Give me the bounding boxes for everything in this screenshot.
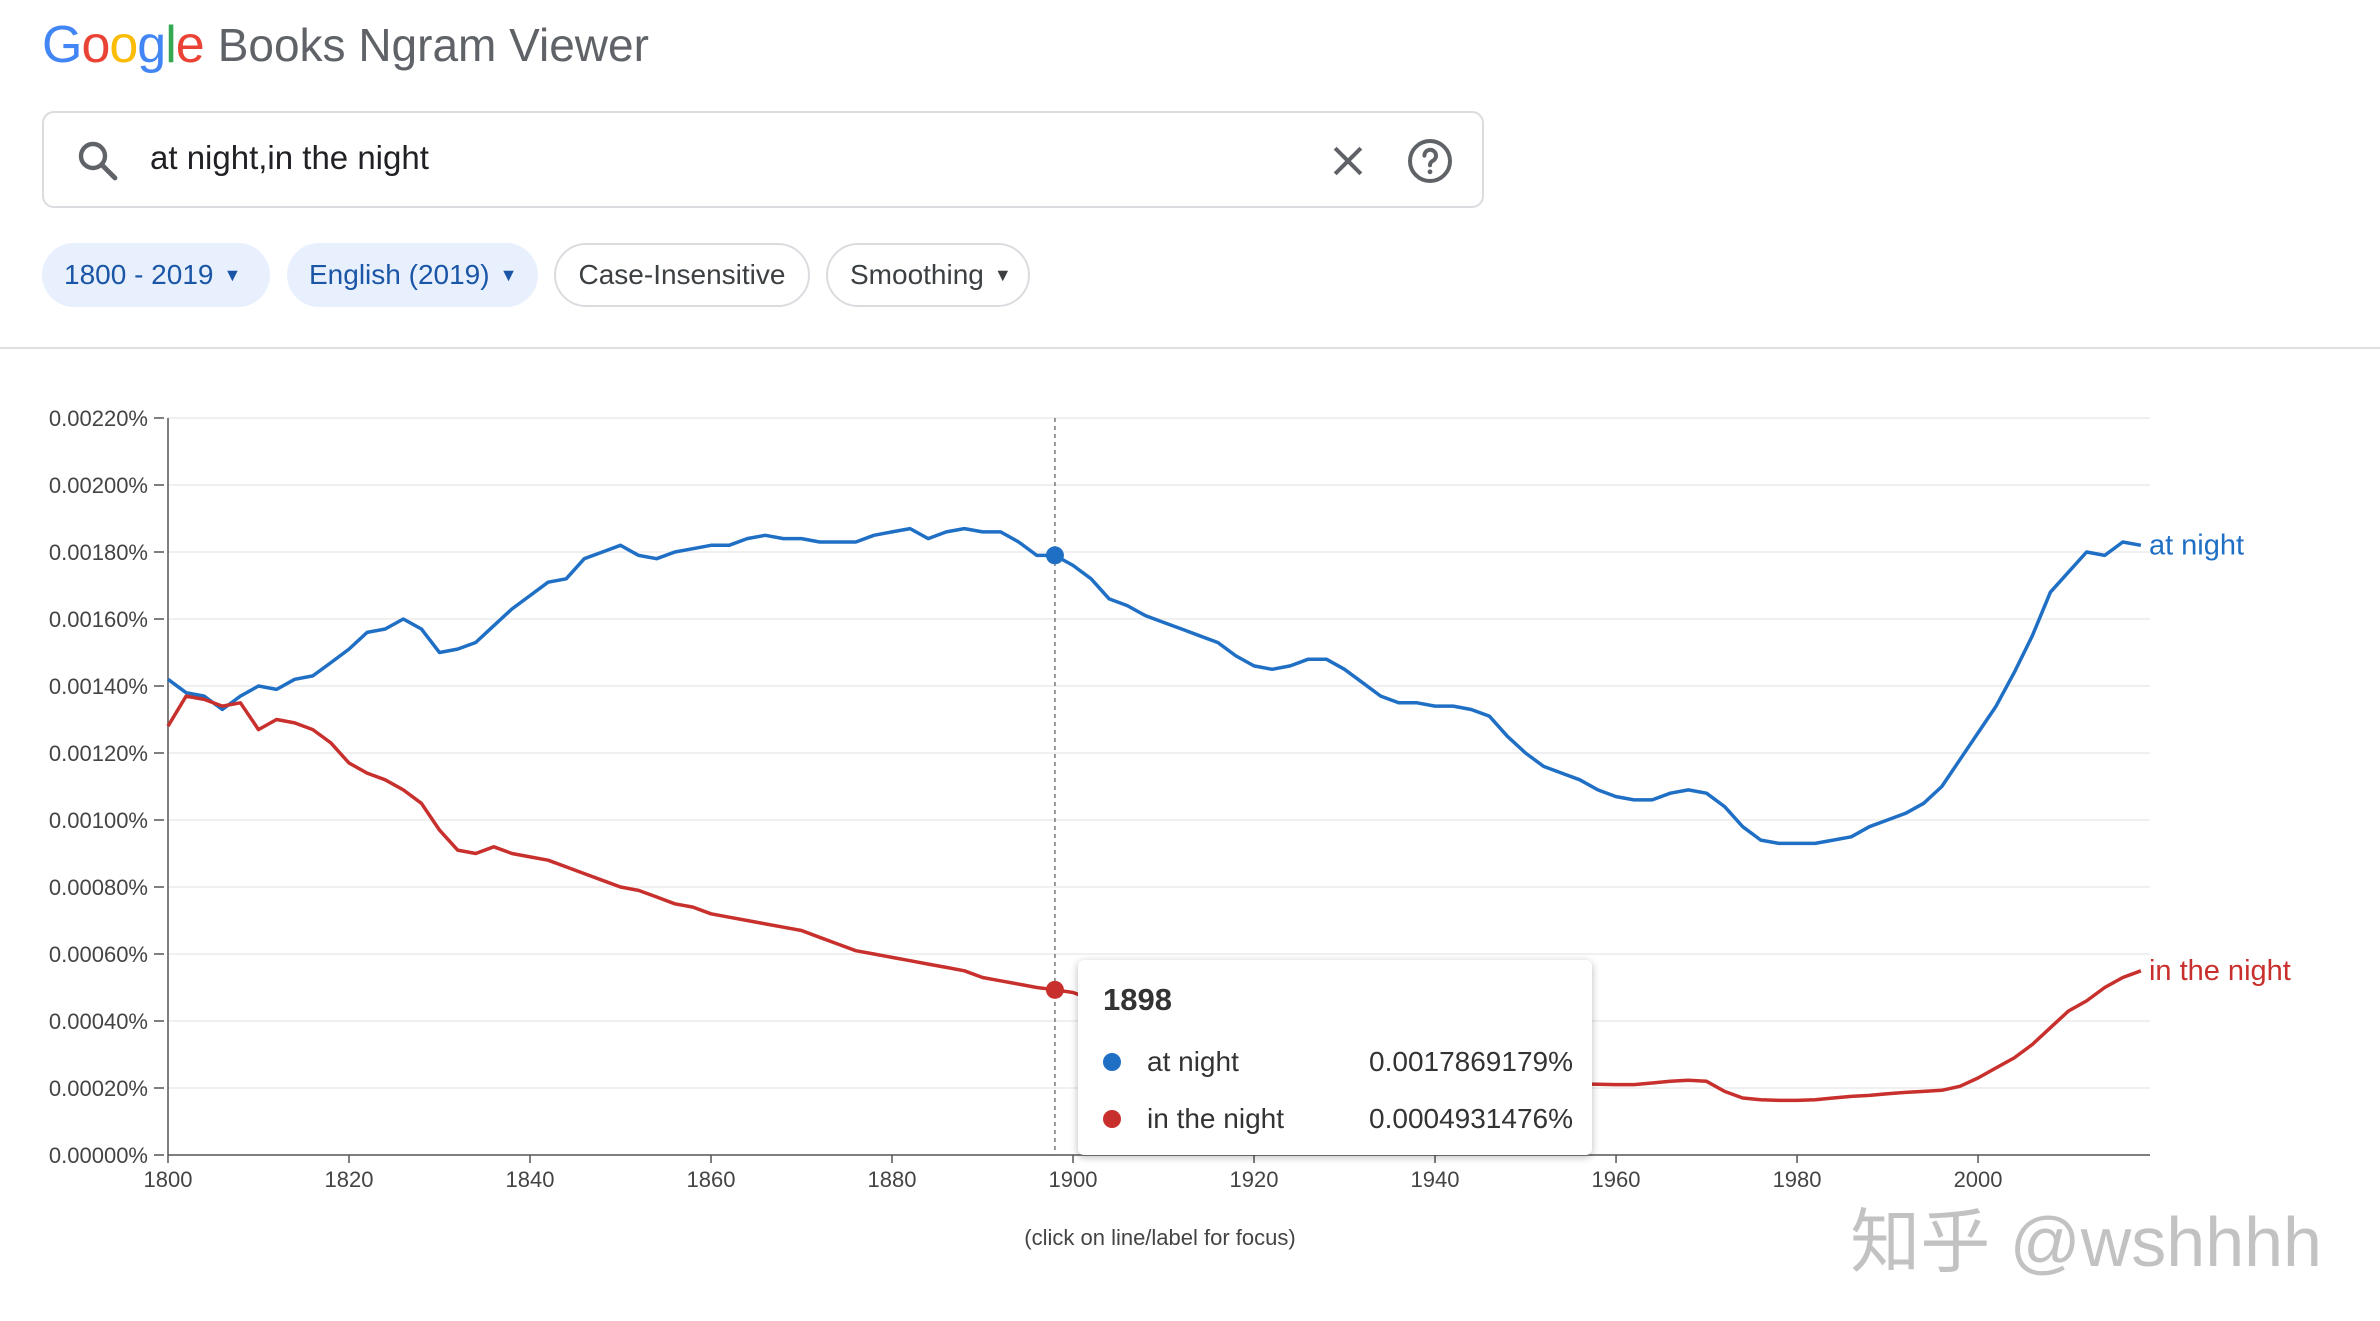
chart-tooltip: 1898 at night 0.0017869179% in the night… — [1078, 960, 1592, 1155]
x-tick-label: 1820 — [325, 1167, 374, 1192]
y-tick-label: 0.00040% — [49, 1009, 148, 1034]
y-tick-label: 0.00000% — [49, 1143, 148, 1168]
logo-letter: e — [175, 16, 205, 74]
case-insensitive-label: Case-Insensitive — [578, 259, 786, 290]
smoothing-dropdown[interactable]: Smoothing ▼ — [826, 243, 1030, 307]
x-tick-label: 1920 — [1230, 1167, 1279, 1192]
y-tick-label: 0.00120% — [49, 741, 148, 766]
smoothing-label: Smoothing — [850, 259, 984, 290]
logo-letter: G — [42, 16, 82, 74]
x-tick-label: 1860 — [687, 1167, 736, 1192]
case-insensitive-toggle[interactable]: Case-Insensitive — [554, 243, 810, 307]
y-tick-label: 0.00080% — [49, 875, 148, 900]
focus-point — [1045, 980, 1064, 999]
tooltip-series-name: in the night — [1147, 1103, 1284, 1134]
x-tick-label: 1940 — [1411, 1167, 1460, 1192]
x-tick-label: 1900 — [1049, 1167, 1098, 1192]
focus-point — [1045, 546, 1064, 565]
tooltip-row-at-night: at night 0.0017869179% — [1103, 1042, 1573, 1082]
close-icon[interactable] — [1326, 139, 1370, 183]
x-tick-label: 1880 — [868, 1167, 917, 1192]
search-box[interactable]: at night,in the night — [42, 111, 1484, 208]
search-input[interactable]: at night,in the night — [150, 139, 429, 176]
x-tick-label: 1960 — [1592, 1167, 1641, 1192]
x-tick-label: 2000 — [1954, 1167, 2003, 1192]
y-tick-label: 0.00160% — [49, 607, 148, 632]
x-tick-label: 1980 — [1773, 1167, 1822, 1192]
chevron-down-icon: ▼ — [993, 264, 1012, 285]
tooltip-series-value: 0.0017869179% — [1369, 1046, 1573, 1077]
year-range-dropdown[interactable]: 1800 - 2019 ▼ — [42, 243, 270, 307]
logo-letter: o — [109, 16, 138, 74]
watermark: 知乎 @wshhhh — [1850, 1203, 2322, 1281]
y-tick-label: 0.00100% — [49, 808, 148, 833]
corpus-dropdown[interactable]: English (2019) ▼ — [287, 243, 538, 307]
y-tick-label: 0.00020% — [49, 1076, 148, 1101]
tooltip-series-value: 0.0004931476% — [1369, 1103, 1573, 1134]
series-dot-icon — [1103, 1110, 1121, 1128]
y-tick-label: 0.00220% — [49, 406, 148, 431]
tooltip-series-name: at night — [1147, 1046, 1239, 1077]
year-range-label: 1800 - 2019 — [64, 259, 214, 290]
series-line-at-night[interactable] — [166, 526, 2142, 846]
logo-letter: g — [137, 16, 166, 74]
y-tick-label: 0.00140% — [49, 674, 148, 699]
help-icon[interactable] — [1406, 137, 1454, 185]
y-tick-label: 0.00200% — [49, 473, 148, 498]
ngram-chart[interactable]: 0.00000% 0.00020% 0.00040% 0.00060% 0.00080%… — [0, 350, 2380, 1270]
tooltip-row-in-the-night: in the night 0.0004931476% — [1103, 1099, 1573, 1139]
corpus-label: English (2019) — [309, 259, 490, 290]
logo-letter: l — [165, 16, 177, 74]
chevron-down-icon: ▼ — [223, 264, 242, 285]
y-tick-label: 0.00060% — [49, 942, 148, 967]
x-tick-label: 1800 — [144, 1167, 193, 1192]
chart-hint: (click on line/label for focus) — [1024, 1225, 1296, 1250]
y-tick-label: 0.00180% — [49, 540, 148, 565]
series-label[interactable]: at night — [2149, 529, 2244, 561]
product-title: Books Ngram Viewer — [217, 19, 649, 71]
logo-letter: o — [81, 16, 110, 74]
x-tick-label: 1840 — [506, 1167, 555, 1192]
divider — [0, 347, 2380, 349]
series-label[interactable]: in the night — [2149, 955, 2291, 987]
search-icon[interactable] — [74, 137, 122, 185]
chevron-down-icon: ▼ — [499, 264, 518, 285]
tooltip-year: 1898 — [1103, 982, 1172, 1017]
series-dot-icon — [1103, 1053, 1121, 1071]
